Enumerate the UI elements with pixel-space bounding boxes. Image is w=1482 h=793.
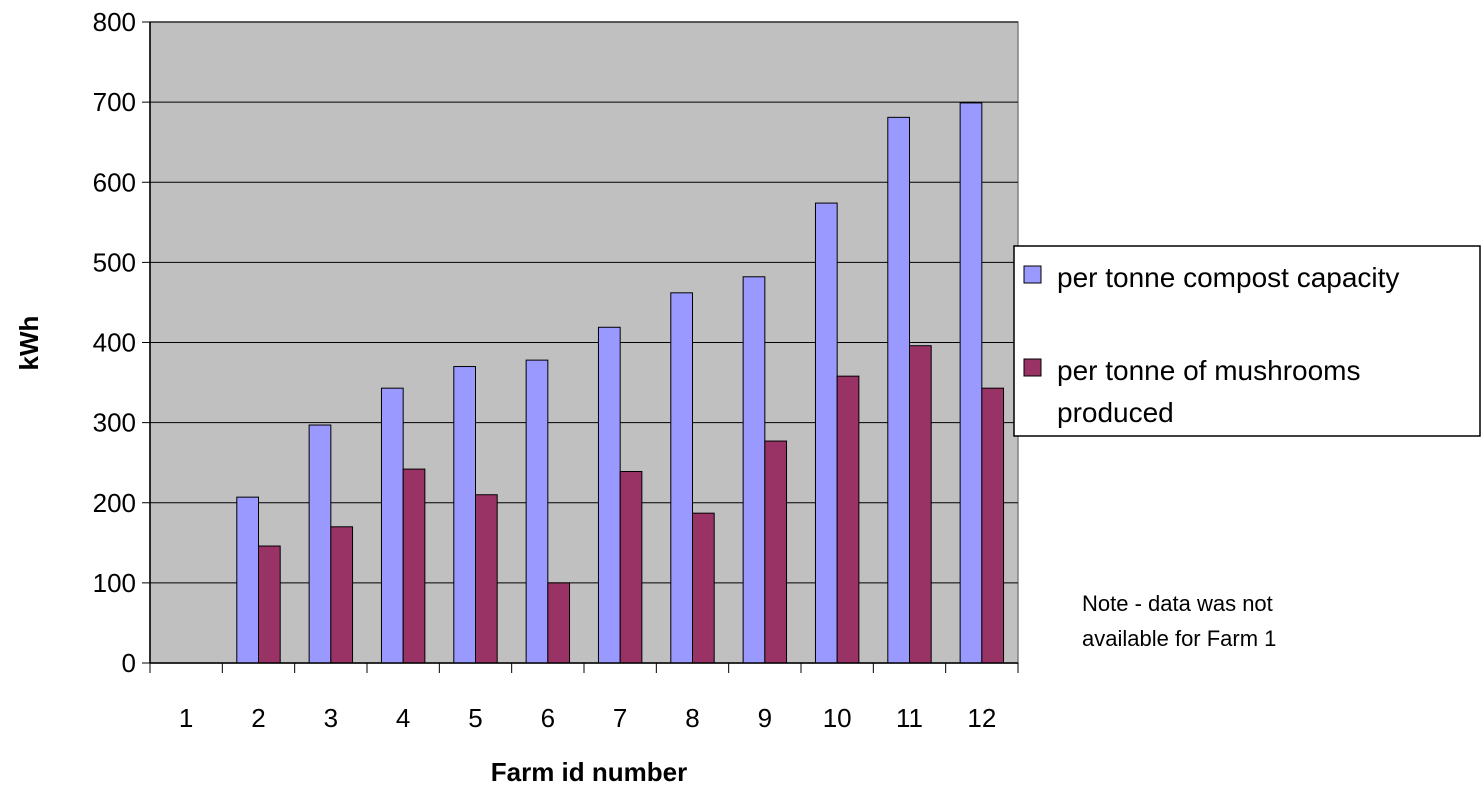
y-tick-labels: 0 100 200 300 400 500 600 700 800 xyxy=(93,7,136,678)
y-tick-label: 800 xyxy=(93,7,136,37)
bar-compost-capacity xyxy=(308,424,332,664)
x-tick-label: 6 xyxy=(541,703,555,733)
bar-mushrooms-produced xyxy=(981,387,1005,664)
x-tick-label: 2 xyxy=(251,703,265,733)
bar-compost-capacity xyxy=(742,276,766,664)
bar-mushrooms-produced xyxy=(909,345,932,664)
legend: per tonne compost capacity per tonne of m… xyxy=(1013,245,1481,437)
x-tick-label: 1 xyxy=(179,703,193,733)
bar-compost-capacity xyxy=(453,366,476,664)
x-tick-label: 10 xyxy=(823,703,852,733)
bar-mushrooms-produced xyxy=(836,375,860,664)
bar-compost-capacity xyxy=(887,116,910,664)
gridlines xyxy=(150,21,1018,584)
bar-mushrooms-produced xyxy=(692,512,715,664)
x-tick-label: 4 xyxy=(396,703,410,733)
note-line: Note - data was not xyxy=(1082,591,1273,616)
x-tick-label: 8 xyxy=(685,703,699,733)
bar-compost-capacity xyxy=(380,387,404,664)
y-tick-label: 0 xyxy=(122,648,136,678)
bar-compost-capacity xyxy=(525,359,549,664)
bar-mushrooms-produced xyxy=(475,494,498,664)
x-tick-label: 11 xyxy=(896,703,923,733)
y-tick-label: 500 xyxy=(93,247,136,277)
bar-compost-capacity xyxy=(670,292,693,664)
axes xyxy=(142,21,1019,673)
y-tick-label: 300 xyxy=(93,408,136,438)
bar-mushrooms-produced xyxy=(258,545,281,664)
legend-label: per tonne compost capacity xyxy=(1057,262,1399,293)
x-tick-label: 9 xyxy=(758,703,772,733)
y-tick-label: 100 xyxy=(93,568,136,598)
bar-mushrooms-produced xyxy=(330,526,354,664)
x-tick-label: 5 xyxy=(468,703,482,733)
y-tick-label: 400 xyxy=(93,328,136,358)
y-tick-label: 700 xyxy=(93,87,136,117)
bar-compost-capacity xyxy=(597,326,621,664)
bar-mushrooms-produced xyxy=(547,582,571,664)
bar-mushrooms-produced xyxy=(402,468,426,664)
y-tick-label: 200 xyxy=(93,488,136,518)
legend-swatch xyxy=(1023,265,1042,284)
legend-label: per tonne of mushrooms xyxy=(1057,355,1361,386)
x-tick-label: 3 xyxy=(324,703,338,733)
legend-box xyxy=(1013,245,1481,437)
x-tick-label: 12 xyxy=(967,703,996,733)
bar-compost-capacity xyxy=(959,102,983,664)
bar-compost-capacity xyxy=(236,496,260,664)
bar-compost-capacity xyxy=(814,202,838,664)
bar-mushrooms-produced xyxy=(619,471,643,664)
note-line: available for Farm 1 xyxy=(1082,626,1276,651)
y-axis-title: kWh xyxy=(14,316,44,371)
x-tick-label: 7 xyxy=(613,703,627,733)
x-tick-labels: 1 2 3 4 5 6 7 8 9 10 11 12 xyxy=(179,703,996,733)
bar-mushrooms-produced xyxy=(764,440,788,664)
y-tick-label: 600 xyxy=(93,167,136,197)
x-axis-title: Farm id number xyxy=(491,757,687,787)
legend-label: produced xyxy=(1057,397,1174,428)
note-annotation: Note - data was not available for Farm 1 xyxy=(1082,591,1276,651)
bars xyxy=(236,102,1005,664)
legend-swatch xyxy=(1023,358,1042,377)
